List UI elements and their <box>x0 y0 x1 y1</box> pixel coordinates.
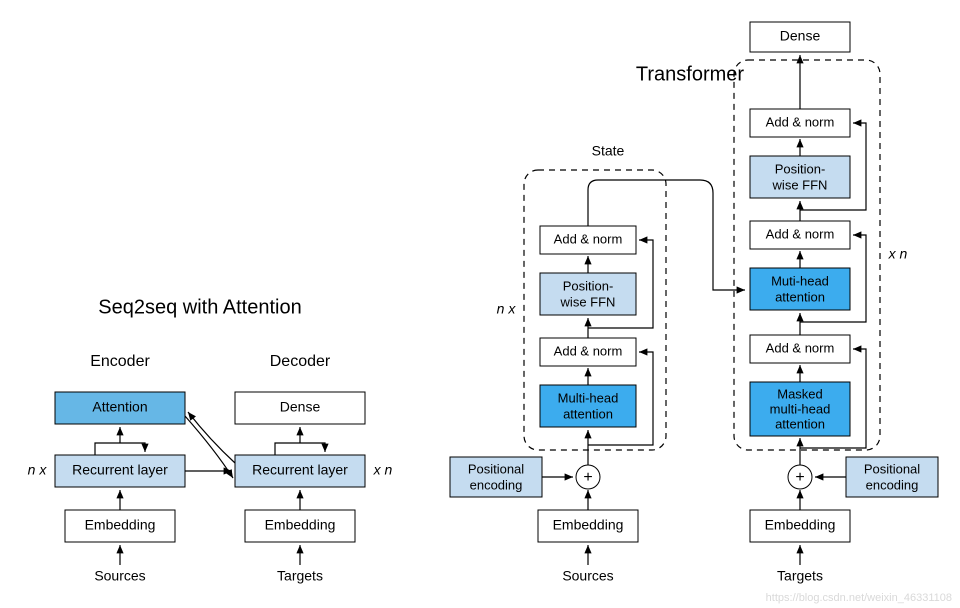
enc-ffn-text1: Position- <box>563 278 614 293</box>
self-loop <box>275 443 325 455</box>
arrow <box>188 412 235 463</box>
arrow <box>185 416 233 478</box>
t-sources-label: Sources <box>562 568 613 584</box>
transformer-diagram: Transformer Sources Embedding + Position… <box>450 22 938 584</box>
dec-ffn-text2: wise FFN <box>772 177 828 192</box>
dec-addnorm1-text: Add & norm <box>766 340 835 355</box>
pos-enc-right-text2: encoding <box>866 477 919 492</box>
dec-masked-text1: Masked <box>777 386 823 401</box>
encoder-embedding-text: Embedding <box>85 517 156 533</box>
plus-text-dec: + <box>795 469 804 486</box>
pos-enc-left-text2: encoding <box>470 477 523 492</box>
t-dec-embedding-text: Embedding <box>765 517 836 533</box>
decoder-recurrent-text: Recurrent layer <box>252 462 348 478</box>
dec-masked-text2: multi-head <box>770 401 831 416</box>
dec-masked-text3: attention <box>775 416 825 431</box>
enc-addnorm2-text: Add & norm <box>554 231 623 246</box>
pos-enc-right-text1: Positional <box>864 461 920 476</box>
dec-addnorm3-text: Add & norm <box>766 114 835 129</box>
dec-ffn-text1: Position- <box>775 161 826 176</box>
architecture-diagram: Seq2seq with Attention Encoder Decoder S… <box>0 0 960 608</box>
targets-label: Targets <box>277 568 323 584</box>
t-targets-label: Targets <box>777 568 823 584</box>
t-xn-right: x n <box>888 246 908 262</box>
plus-text: + <box>583 469 592 486</box>
sources-label: Sources <box>94 568 145 584</box>
decoder-embedding-text: Embedding <box>265 517 336 533</box>
encoder-label: Encoder <box>90 353 150 370</box>
t-dense-text: Dense <box>780 28 821 44</box>
enc-ffn-text2: wise FFN <box>560 294 616 309</box>
dec-mha-text1: Muti-head <box>771 273 829 288</box>
decoder-label: Decoder <box>270 353 331 370</box>
attention-text: Attention <box>92 399 147 415</box>
dec-mha-text2: attention <box>775 289 825 304</box>
xn-right-label: x n <box>373 462 393 478</box>
seq2seq-title: Seq2seq with Attention <box>98 296 301 318</box>
dense-text: Dense <box>280 399 321 415</box>
transformer-title: Transformer <box>636 63 745 85</box>
pos-enc-left-text1: Positional <box>468 461 524 476</box>
enc-mha-text1: Multi-head <box>558 390 619 405</box>
enc-addnorm1-text: Add & norm <box>554 343 623 358</box>
self-loop <box>95 443 145 455</box>
watermark-text: https://blog.csdn.net/weixin_46331108 <box>766 592 952 604</box>
t-enc-embedding-text: Embedding <box>553 517 624 533</box>
seq2seq-diagram: Seq2seq with Attention Encoder Decoder S… <box>28 296 393 583</box>
t-nx-left: n x <box>497 301 517 317</box>
enc-mha-text2: attention <box>563 406 613 421</box>
state-label: State <box>592 143 625 159</box>
dec-addnorm2-text: Add & norm <box>766 226 835 241</box>
encoder-recurrent-text: Recurrent layer <box>72 462 168 478</box>
nx-left-label: n x <box>28 462 48 478</box>
